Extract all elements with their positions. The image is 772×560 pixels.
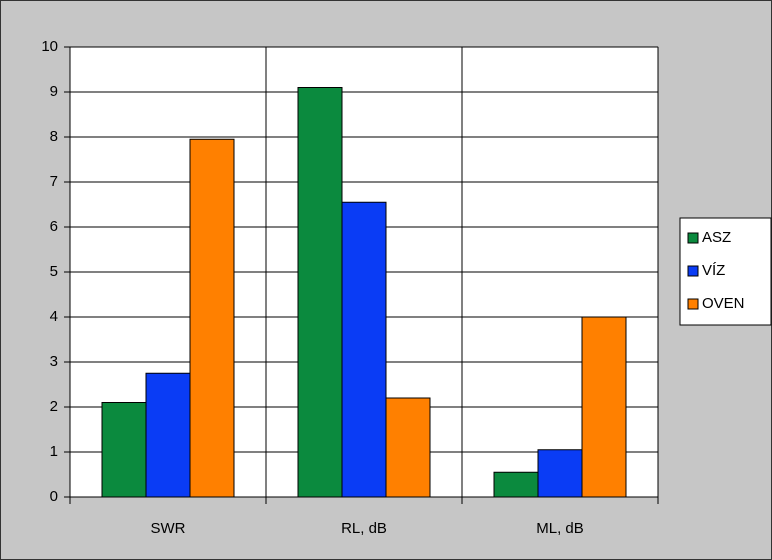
legend-swatch [687, 298, 699, 310]
x-tick-label: RL, dB [341, 520, 387, 537]
bar [189, 138, 235, 498]
bar [385, 397, 431, 498]
y-tick-label: 3 [50, 353, 58, 370]
y-tick-label: 2 [50, 398, 58, 415]
y-tick-label: 8 [50, 128, 58, 145]
legend-label: ASZ [702, 229, 731, 246]
bar [297, 87, 343, 498]
x-tick-label: ML, dB [536, 520, 584, 537]
bar [341, 201, 387, 498]
y-tick-label: 6 [50, 218, 58, 235]
legend-swatch [687, 232, 699, 244]
bar [537, 449, 583, 498]
bar [581, 316, 627, 498]
y-tick-label: 4 [50, 308, 58, 325]
y-tick-label: 10 [41, 38, 58, 55]
bar [493, 471, 539, 498]
y-tick-label: 5 [50, 263, 58, 280]
legend-label: OVEN [702, 295, 745, 312]
bar [101, 402, 147, 498]
bar [145, 372, 191, 498]
y-tick-label: 1 [50, 443, 58, 460]
x-tick-label: SWR [151, 520, 186, 537]
y-tick-label: 7 [50, 173, 58, 190]
legend-swatch [687, 265, 699, 277]
y-tick-label: 0 [50, 488, 58, 505]
y-tick-label: 9 [50, 83, 58, 100]
legend-label: VÍZ [702, 262, 725, 279]
